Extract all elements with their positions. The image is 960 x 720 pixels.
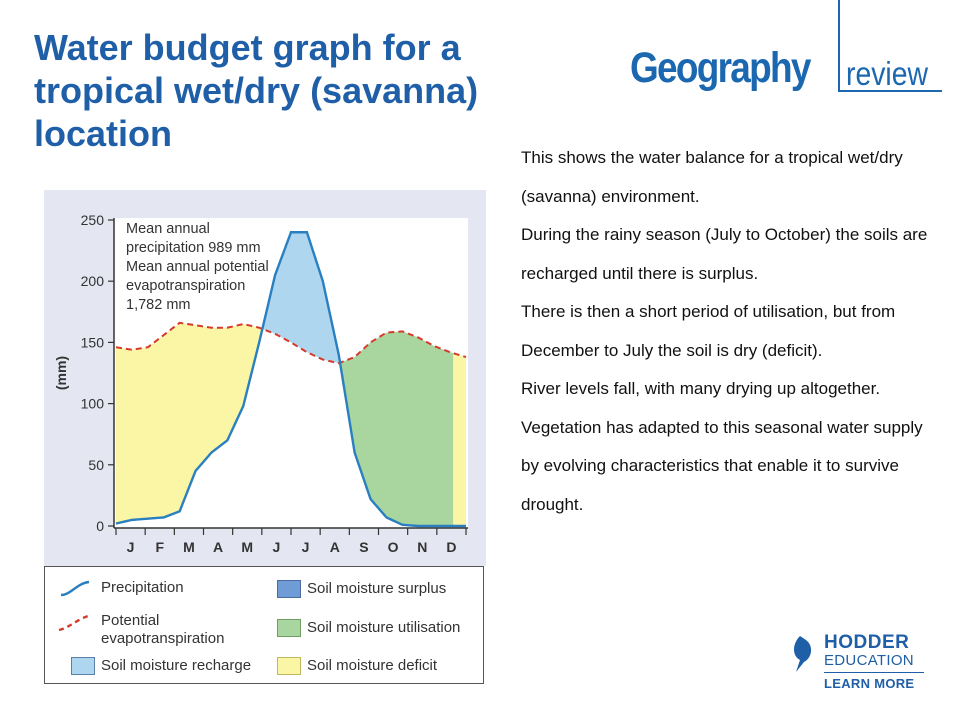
annotation-line: evapotranspiration [126,278,245,294]
legend-recharge-label: Soil moisture recharge [101,657,252,674]
y-tick-label: 200 [81,273,105,289]
y-tick-label: 150 [81,334,105,350]
x-tick-label: D [446,539,456,555]
body-line-4: River levels fall, with many drying up a… [521,379,881,398]
geography-review-logo: Geography review [626,0,942,100]
y-tick-label: 50 [88,457,104,473]
legend-utilisation-swatch [277,619,301,637]
legend-pet-swatch [58,613,92,632]
x-tick-label: O [388,539,399,555]
pet-line [115,321,467,365]
annotation-line: Mean annual potential [126,259,269,275]
legend-deficit-label: Soil moisture deficit [307,657,438,674]
x-tick-label: S [359,539,368,555]
x-tick-label: J [127,539,135,555]
hodder-name: HODDER [824,632,910,653]
hodder-education-logo[interactable]: HODDER EDUCATION LEARN MORE [790,632,930,694]
legend-precip-label: Precipitation [101,579,184,596]
x-tick-label: N [417,539,427,555]
annotation-line: precipitation 989 mm [126,240,261,256]
y-axis-label: (mm) [53,356,69,390]
hodder-sub: EDUCATION [824,652,914,669]
description-text: This shows the water balance for a tropi… [521,139,941,524]
x-tick-label: M [241,539,253,555]
slide-title: Water budget graph for a tropical wet/dr… [34,27,479,154]
annotation-line: 1,782 mm [126,297,190,313]
x-tick-label: J [273,539,281,555]
y-tick-label: 250 [81,212,105,228]
logo-geography-text: Geography [630,44,811,92]
learn-more-link[interactable]: LEARN MORE [824,676,915,691]
chart-legend: Precipitation Potential evapotranspirati… [44,566,484,684]
deficit-area-early [116,322,264,524]
body-line-2: During the rainy season (July to October… [521,225,928,283]
deficit-area-late [453,353,466,526]
legend-precip-swatch [60,580,90,597]
hodder-separator [824,672,924,673]
y-tick-label: 100 [81,396,105,412]
legend-utilisation-label: Soil moisture utilisation [307,619,461,636]
logo-review-text: review [846,55,929,92]
y-tick-label: 0 [96,518,104,534]
legend-deficit-swatch [277,657,301,675]
x-tick-label: M [183,539,195,555]
body-line-3: There is then a short period of utilisat… [521,302,896,360]
legend-recharge-swatch [71,657,95,675]
body-line-1: This shows the water balance for a tropi… [521,148,903,206]
logo-rule-horizontal [838,90,942,92]
x-tick-label: A [330,539,340,555]
water-budget-chart: 0 50 100 150 200 250 (mm) J F M A M J J A S O N D Mean ann… [44,190,486,687]
legend-surplus-label: Soil moisture surplus [307,580,447,597]
legend-pet-label-1: Potential [101,612,160,629]
precipitation-line [115,231,466,528]
legend-pet-label-2: evapotranspiration [101,630,225,647]
hodder-mark-icon [794,636,812,672]
x-tick-label: J [302,539,310,555]
x-tick-label: A [213,539,223,555]
logo-rule-vertical [838,0,840,92]
chart-annotation: Mean annual precipitation 989 mm Mean an… [126,221,269,313]
annotation-line: Mean annual [126,221,210,237]
chart-svg: 0 50 100 150 200 250 (mm) J F M A M J J A S O N D Mean ann… [44,190,486,566]
utilisation-area [340,331,454,526]
legend-surplus-swatch [277,580,301,598]
recharge-area [263,232,341,365]
x-tick-label: F [155,539,164,555]
body-line-5: Vegetation has adapted to this seasonal … [521,417,923,514]
